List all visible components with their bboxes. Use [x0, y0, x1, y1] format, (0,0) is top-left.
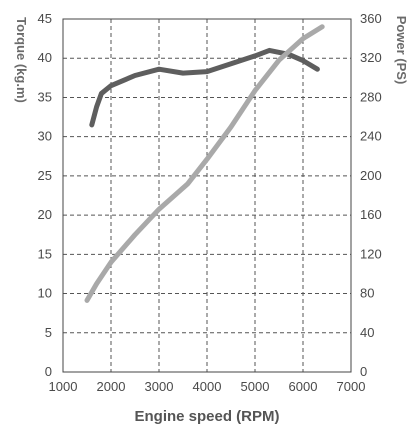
- power-series-line: [84, 24, 325, 303]
- left-y-tick-label: 10: [38, 286, 52, 301]
- x-tick-label: 6000: [289, 379, 318, 394]
- left-y-tick-label: 0: [45, 364, 52, 379]
- left-y-tick-label: 30: [38, 129, 52, 144]
- right-y-tick-label: 160: [360, 207, 382, 222]
- left-y-tick-label: 45: [38, 11, 52, 26]
- x-tick-label: 3000: [145, 379, 174, 394]
- plot-frame: [62, 18, 352, 373]
- left-y-tick-label: 40: [38, 50, 52, 65]
- right-y-tick-label: 320: [360, 50, 382, 65]
- right-y-tick-label: 80: [360, 286, 374, 301]
- x-axis-title: Engine speed (RPM): [134, 408, 279, 425]
- right-y-tick-label: 240: [360, 129, 382, 144]
- right-y-tick-label: 200: [360, 168, 382, 183]
- right-y-tick-label: 40: [360, 325, 374, 340]
- x-tick-label: 1000: [49, 379, 78, 394]
- left-y-tick-label: 20: [38, 207, 52, 222]
- x-tick-label: 5000: [241, 379, 270, 394]
- right-y-tick-label: 360: [360, 11, 382, 26]
- left-y-tick-label: 5: [45, 325, 52, 340]
- right-y-tick-label: 120: [360, 246, 382, 261]
- right-y-tick-labels: 0 40 80 120 160 200 240 280 320 360: [360, 11, 382, 379]
- x-tick-label: 2000: [97, 379, 126, 394]
- x-tick-labels: 1000 2000 3000 4000 5000 6000 7000: [49, 379, 366, 394]
- right-y-tick-label: 280: [360, 89, 382, 104]
- right-y-tick-label: 0: [360, 364, 367, 379]
- torque-series-line: [89, 47, 320, 128]
- left-y-tick-label: 35: [38, 89, 52, 104]
- left-y-tick-labels: 0 5 10 15 20 25 30 35 40 45: [38, 11, 52, 379]
- left-y-axis-title: Torque (kg.m): [14, 17, 29, 103]
- left-y-tick-label: 15: [38, 246, 52, 261]
- x-tick-label: 4000: [193, 379, 222, 394]
- right-y-axis-title: Power (PS): [394, 16, 409, 85]
- left-y-tick-label: 25: [38, 168, 52, 183]
- x-tick-label: 7000: [337, 379, 366, 394]
- series-layer: [84, 24, 325, 303]
